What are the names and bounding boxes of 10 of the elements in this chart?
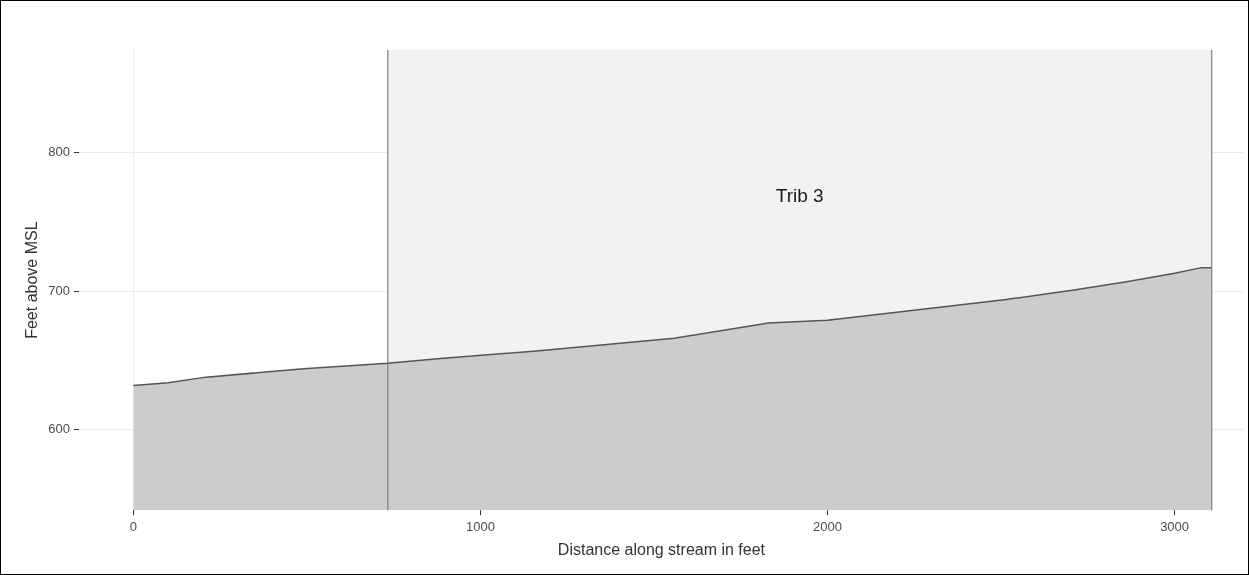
y-tick-label: 700 — [48, 282, 70, 298]
x-tick-label: 2000 — [813, 518, 842, 534]
x-tick-label: 0 — [129, 518, 137, 534]
y-tick-label: 600 — [48, 421, 70, 437]
x-axis-title: Distance along stream in feet — [557, 540, 766, 558]
x-tick-label: 3000 — [1160, 518, 1190, 534]
band-label: Trib 3 — [775, 185, 824, 207]
x-tick-label: 1000 — [465, 518, 495, 534]
y-axis-title: Feet above MSL — [23, 221, 41, 339]
y-tick-label: 800 — [48, 144, 70, 160]
